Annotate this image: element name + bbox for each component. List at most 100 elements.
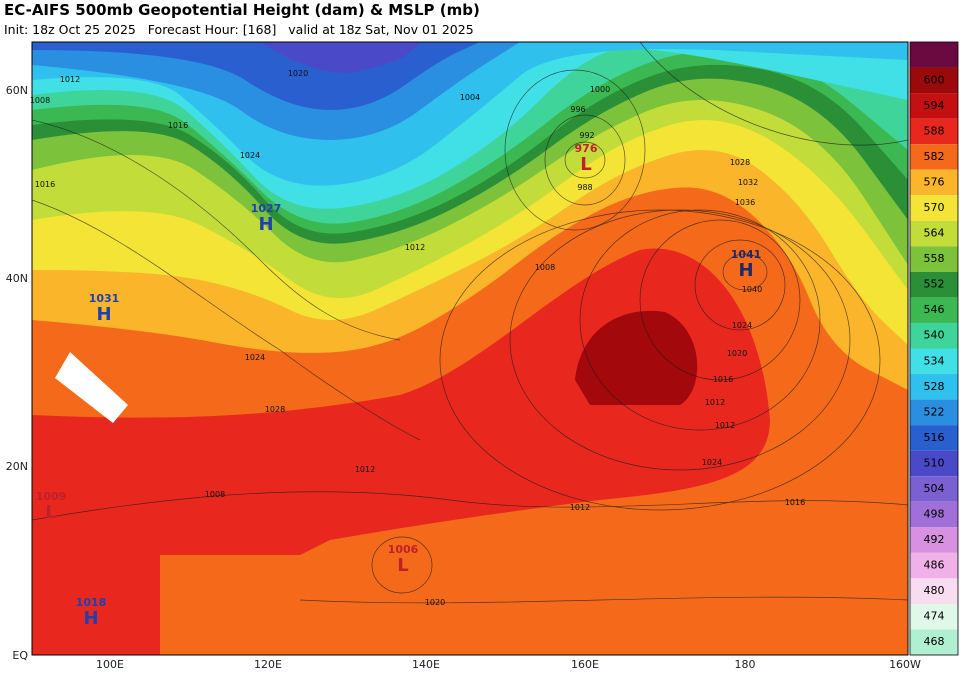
map-frame xyxy=(31,41,909,656)
colorbar-label: 576 xyxy=(924,175,945,188)
isobar-labels: 1020 1024 1016 1012 1008 1004 1000 996 992 988 102… xyxy=(30,69,805,607)
colorbar-swatch xyxy=(910,118,958,145)
colorbar-label: 546 xyxy=(924,303,945,316)
center-symbol: L xyxy=(397,555,408,576)
lon-label: 100E xyxy=(96,658,124,671)
isobar-label: 1024 xyxy=(245,353,265,362)
colorbar-swatch xyxy=(910,42,958,68)
isobar xyxy=(564,141,606,179)
center-symbol: H xyxy=(258,214,273,235)
isobar-label: 1016 xyxy=(35,180,55,189)
isobar-label: 1024 xyxy=(240,151,260,160)
map-area xyxy=(32,42,908,655)
colorbar-label: 492 xyxy=(924,533,945,546)
colorbar-label: 516 xyxy=(924,431,945,444)
colorbar-label: 510 xyxy=(924,456,945,469)
colorbar-label: 486 xyxy=(924,559,945,572)
center-value: 1009 xyxy=(36,490,67,503)
lat-label: EQ xyxy=(12,649,28,662)
isobar-label: 1020 xyxy=(288,69,308,78)
overlay-stripe xyxy=(55,352,128,423)
colorbar-swatch xyxy=(910,169,958,196)
isobar xyxy=(504,69,646,231)
isobar-label: 992 xyxy=(579,131,594,140)
center-value: 1006 xyxy=(388,543,419,556)
isobar xyxy=(32,199,421,441)
isobar xyxy=(579,209,821,431)
colorbar-swatch xyxy=(910,374,958,400)
colorbar-swatch xyxy=(910,322,958,349)
isobar-label: 1028 xyxy=(730,158,750,167)
isobar-label: 1016 xyxy=(168,121,188,130)
height-layers xyxy=(32,42,908,390)
isobar-label: 1008 xyxy=(30,96,50,105)
isobar xyxy=(32,119,401,341)
colorbar-swatch xyxy=(910,348,958,375)
colorbar-swatch xyxy=(910,220,958,247)
colorbar-label: 528 xyxy=(924,380,945,393)
colorbar-label: 588 xyxy=(924,124,945,137)
isobar xyxy=(32,491,908,521)
isobar-label: 1040 xyxy=(742,285,762,294)
isobar-label: 1012 xyxy=(355,465,375,474)
colorbar-swatch xyxy=(910,67,958,94)
lon-label: 160W xyxy=(889,658,921,671)
colorbar-swatch xyxy=(910,271,958,298)
center-value: 1027 xyxy=(251,202,282,215)
lon-label: 180 xyxy=(735,658,756,671)
colorbar-swatch xyxy=(910,246,958,272)
colorbar-swatch xyxy=(910,93,958,119)
isobar xyxy=(694,239,786,331)
colorbar-label: 594 xyxy=(924,99,945,112)
height-layer xyxy=(260,42,420,73)
center-symbol: L xyxy=(45,502,56,523)
isobar xyxy=(639,42,908,146)
colorbar-label: 582 xyxy=(924,150,945,163)
center-value: 1018 xyxy=(76,596,107,609)
title: EC-AIFS 500mb Geopotential Height (dam) … xyxy=(4,1,480,19)
isobar-label: 1004 xyxy=(460,93,480,102)
center-symbol: H xyxy=(96,304,111,325)
isobar xyxy=(371,536,433,594)
colorbar-swatch xyxy=(910,297,958,323)
isobar-label: 1012 xyxy=(705,398,725,407)
colorbar-swatch xyxy=(910,399,958,426)
isobar-label: 1012 xyxy=(715,421,735,430)
colorbar-label: 570 xyxy=(924,201,945,214)
colorbar: 600 594 588 582 576 570 564 558 552 546 540 534 528 5… xyxy=(909,41,959,656)
colorbar-swatch xyxy=(910,501,958,528)
colorbar-frame xyxy=(909,41,959,656)
colorbar-swatch xyxy=(910,195,958,221)
lat-label: 40N xyxy=(6,272,28,285)
center-value: 1031 xyxy=(89,292,120,305)
isobar-label: 1028 xyxy=(265,405,285,414)
isobar xyxy=(544,114,626,206)
isobar-label: 1024 xyxy=(732,321,752,330)
isobar-label: 1016 xyxy=(785,498,805,507)
colorbar-label: 504 xyxy=(924,482,945,495)
isobar-label: 1036 xyxy=(735,198,755,207)
colorbar-label: 474 xyxy=(924,610,945,623)
colorbar-label: 600 xyxy=(924,73,945,86)
colorbar-label: 540 xyxy=(924,329,945,342)
isobar-label: 1032 xyxy=(738,178,758,187)
lon-label: 140E xyxy=(412,658,440,671)
isobar-label: 1020 xyxy=(425,598,445,607)
isobar-label: 1000 xyxy=(590,85,610,94)
center-value: 1041 xyxy=(731,248,762,261)
colorbar-label: 480 xyxy=(924,584,945,597)
colorbar-label: 558 xyxy=(924,252,945,265)
isobar xyxy=(509,209,851,471)
field-594 xyxy=(575,310,698,405)
isobars xyxy=(32,42,908,604)
colorbar-label: 534 xyxy=(924,354,945,367)
isobar-label: 1024 xyxy=(702,458,722,467)
center-symbol: H xyxy=(83,608,98,629)
colorbar-swatch xyxy=(910,552,958,579)
isobar-label: 1008 xyxy=(535,263,555,272)
isobar-label: 996 xyxy=(570,105,585,114)
isobar-label: 1012 xyxy=(60,75,80,84)
colorbar-swatch xyxy=(910,476,958,502)
